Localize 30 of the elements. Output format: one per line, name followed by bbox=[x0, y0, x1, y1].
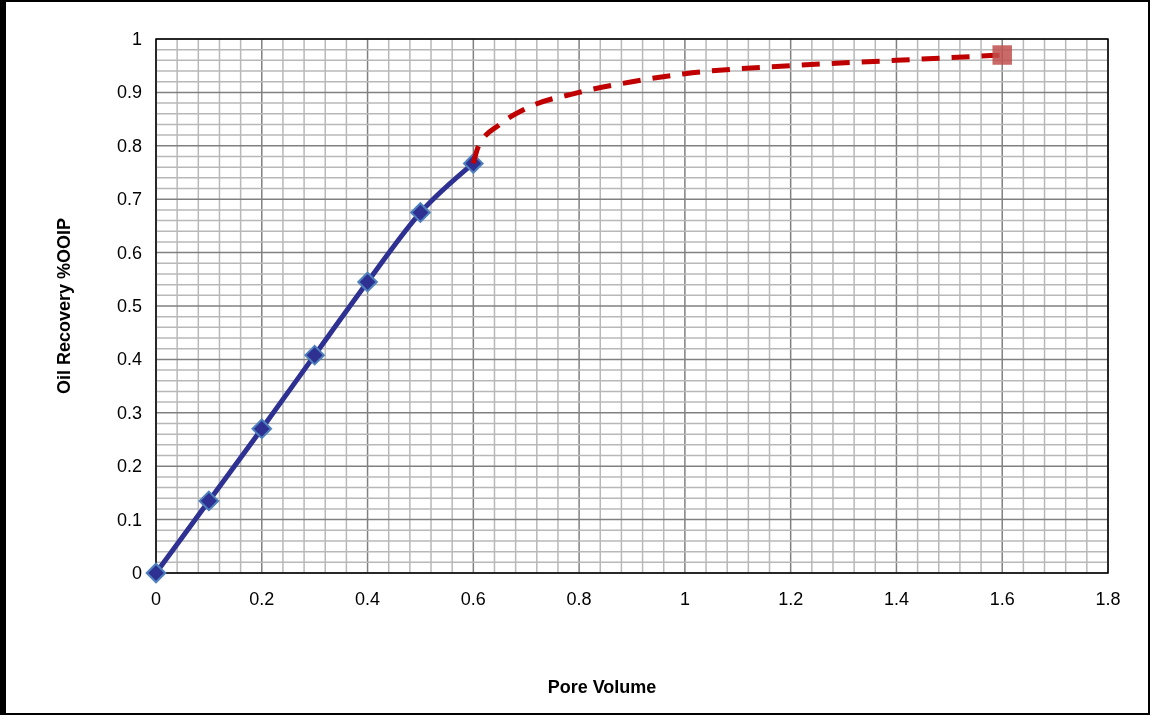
y-tick-label: 0.9 bbox=[116, 82, 142, 103]
y-tick-label: 0.3 bbox=[116, 402, 142, 423]
x-tick-label: 1.8 bbox=[1095, 589, 1121, 609]
point bbox=[357, 271, 378, 293]
point bbox=[992, 45, 1012, 65]
x-axis-title: Pore Volume bbox=[547, 677, 657, 697]
y-tick-label: 0.7 bbox=[116, 189, 142, 210]
point bbox=[251, 418, 273, 440]
y-tick-label: 0.6 bbox=[116, 242, 142, 263]
x-tick-label: 0.2 bbox=[249, 589, 275, 609]
y-tick-label: 0.2 bbox=[116, 456, 142, 477]
x-tick-label: 1.6 bbox=[989, 589, 1015, 609]
y-axis-title: Oil Recovery %OOIP bbox=[54, 217, 74, 395]
y-tick-label: 1 bbox=[131, 29, 142, 49]
y-tick-label: 0.1 bbox=[116, 509, 142, 530]
point bbox=[145, 562, 167, 584]
x-tick-label: 0.8 bbox=[566, 589, 592, 609]
point bbox=[198, 490, 220, 512]
point bbox=[410, 202, 431, 223]
x-tick-label: 1.4 bbox=[883, 589, 909, 609]
x-tick-label: 0.4 bbox=[355, 589, 381, 609]
x-tick-label: 0.6 bbox=[460, 589, 486, 609]
x-tick-label: 1.2 bbox=[778, 589, 804, 609]
y-tick-label: 0.4 bbox=[116, 349, 142, 370]
y-tick-label: 0.5 bbox=[116, 296, 142, 316]
y-tick-label: 0.8 bbox=[116, 135, 142, 156]
point bbox=[304, 344, 325, 366]
y-tick-label: 0 bbox=[131, 563, 142, 583]
x-tick-label: 1 bbox=[679, 589, 690, 609]
x-tick-label: 0 bbox=[150, 589, 162, 609]
